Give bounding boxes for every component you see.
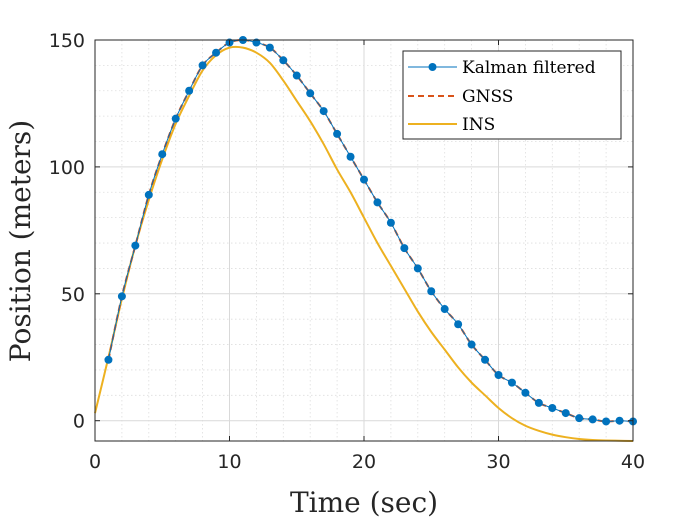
data-point-kalman-filtered bbox=[185, 86, 194, 95]
legend-label-ins: INS bbox=[462, 115, 495, 135]
data-point-kalman-filtered bbox=[104, 355, 113, 364]
series-layer bbox=[94, 36, 637, 442]
data-point-kalman-filtered bbox=[534, 398, 543, 407]
data-point-kalman-filtered bbox=[171, 114, 180, 123]
x-tick-label: 0 bbox=[89, 451, 101, 473]
data-point-kalman-filtered bbox=[467, 340, 476, 349]
data-point-kalman-filtered bbox=[561, 409, 570, 418]
x-tick-label: 30 bbox=[486, 451, 510, 473]
data-point-kalman-filtered bbox=[413, 264, 422, 273]
data-point-kalman-filtered bbox=[615, 416, 624, 425]
data-point-kalman-filtered bbox=[117, 292, 126, 301]
data-point-kalman-filtered bbox=[373, 198, 382, 207]
x-tick-label: 20 bbox=[352, 451, 376, 473]
y-tick-label: 150 bbox=[49, 30, 85, 52]
data-point-kalman-filtered bbox=[333, 129, 342, 138]
data-point-kalman-filtered bbox=[279, 56, 288, 65]
legend-label-kalman: Kalman filtered bbox=[462, 58, 596, 78]
data-point-kalman-filtered bbox=[265, 43, 274, 52]
tick-labels: 0 10 20 30 40 0 50 100 150 bbox=[49, 30, 645, 473]
data-point-kalman-filtered bbox=[158, 150, 167, 159]
data-point-kalman-filtered bbox=[144, 190, 153, 199]
data-point-kalman-filtered bbox=[131, 241, 140, 250]
data-point-kalman-filtered bbox=[548, 404, 557, 413]
x-tick-label: 40 bbox=[621, 451, 645, 473]
data-point-kalman-filtered bbox=[494, 371, 503, 380]
legend-label-gnss: GNSS bbox=[462, 87, 513, 107]
data-point-kalman-filtered bbox=[306, 89, 315, 98]
axis-ticks bbox=[94, 39, 634, 441]
x-tick-label: 10 bbox=[217, 451, 241, 473]
data-point-kalman-filtered bbox=[575, 414, 584, 423]
series-line-ins bbox=[94, 45, 634, 442]
data-point-kalman-filtered bbox=[212, 48, 221, 57]
x-axis-label: Time (sec) bbox=[290, 486, 438, 519]
data-point-kalman-filtered bbox=[198, 61, 207, 70]
data-point-kalman-filtered bbox=[454, 320, 463, 329]
data-point-kalman-filtered bbox=[386, 218, 395, 227]
data-point-kalman-filtered bbox=[360, 175, 368, 184]
data-point-kalman-filtered bbox=[400, 244, 409, 253]
legend-marker-kalman bbox=[428, 63, 437, 71]
data-point-kalman-filtered bbox=[292, 71, 301, 80]
data-point-kalman-filtered bbox=[507, 378, 516, 387]
data-point-kalman-filtered bbox=[481, 355, 490, 364]
data-point-kalman-filtered bbox=[319, 107, 328, 116]
y-axis-label: Position (meters) bbox=[4, 120, 37, 362]
series-line-kalman-filtered bbox=[107, 39, 634, 422]
y-tick-label: 0 bbox=[73, 411, 85, 433]
legend: Kalman filtered GNSS INS bbox=[402, 50, 622, 140]
data-point-kalman-filtered bbox=[602, 417, 611, 426]
data-point-kalman-filtered bbox=[427, 287, 436, 296]
data-point-kalman-filtered bbox=[521, 388, 530, 397]
data-point-kalman-filtered bbox=[588, 415, 597, 424]
y-tick-label: 50 bbox=[61, 284, 85, 306]
y-tick-label: 100 bbox=[49, 157, 85, 179]
data-point-kalman-filtered bbox=[346, 152, 355, 161]
data-point-kalman-filtered bbox=[440, 305, 449, 314]
data-point-kalman-filtered bbox=[252, 38, 261, 47]
